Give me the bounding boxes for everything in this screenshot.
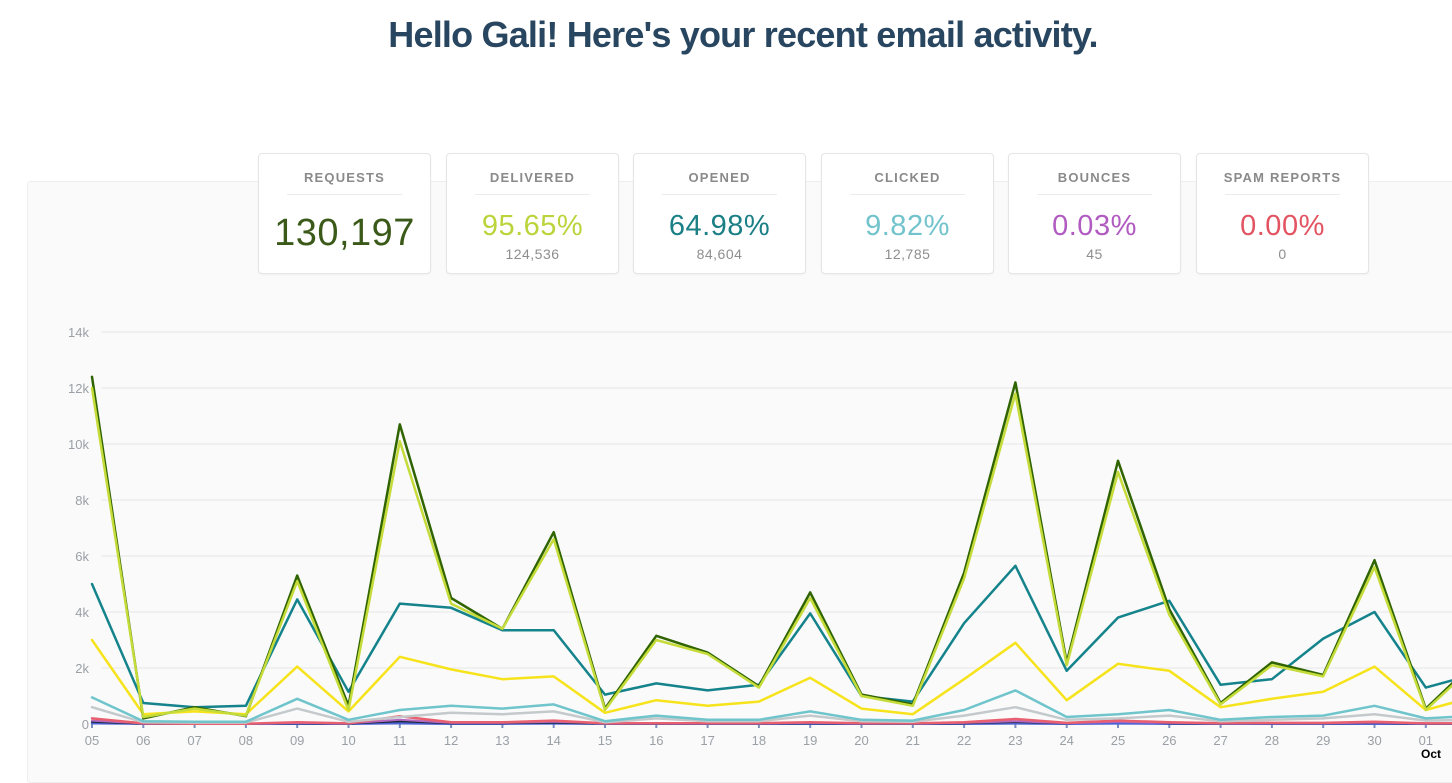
series-line-unique_clicks	[90, 705, 1452, 724]
stat-card-spam-reports[interactable]: SPAM REPORTS 0.00% 0	[1196, 153, 1369, 274]
x-tick-label: 17	[700, 733, 714, 748]
stat-label: SPAM REPORTS	[1223, 170, 1342, 185]
x-tick-label: 11	[393, 733, 407, 748]
series-line-spam	[90, 714, 1452, 725]
stat-value: 64.98%	[668, 210, 771, 242]
y-tick-label: 2k	[75, 661, 89, 676]
x-tick-label: 10	[341, 733, 355, 748]
series-line-delivered	[90, 386, 1452, 719]
stat-label: REQUESTS	[303, 170, 386, 185]
x-tick-label: 13	[495, 733, 509, 748]
stat-card-delivered[interactable]: DELIVERED 95.65% 124,536	[446, 153, 619, 274]
stat-value: 95.65%	[481, 210, 584, 242]
x-tick-label: 25	[1111, 733, 1125, 748]
activity-chart-panel: 0 2k 4k 6k 8k 10k 12k 14k 05 06 07 08 09 10 11 12 13 14 15…	[27, 181, 1452, 783]
x-tick-label: 30	[1367, 733, 1381, 748]
divider	[850, 194, 965, 195]
y-tick-label: 0	[82, 717, 89, 732]
email-activity-chart: 0 2k 4k 6k 8k 10k 12k 14k 05 06 07 08 09 10 11 12 13 14 15…	[68, 325, 1452, 761]
stat-label: DELIVERED	[489, 170, 576, 185]
stat-value: 0.03%	[1052, 210, 1137, 242]
x-tick-label: 24	[1059, 733, 1073, 748]
stat-count: 0	[1278, 246, 1287, 262]
divider	[287, 194, 402, 195]
x-tick-label: 23	[1008, 733, 1022, 748]
y-tick-label: 8k	[75, 493, 89, 508]
x-tick-label: 20	[854, 733, 868, 748]
x-tick-label: 18	[752, 733, 766, 748]
divider	[1225, 194, 1340, 195]
x-tick-label: 16	[649, 733, 663, 748]
stat-count: 45	[1086, 246, 1103, 262]
x-tick-label: 29	[1316, 733, 1330, 748]
series-line-unique_opens	[90, 638, 1452, 716]
stat-card-requests[interactable]: REQUESTS 130,197	[258, 153, 431, 274]
y-tick-label: 4k	[75, 605, 89, 620]
x-tick-label: 08	[239, 733, 253, 748]
x-tick-label: 05	[85, 733, 99, 748]
divider	[1037, 194, 1152, 195]
x-tick-label: 14	[546, 733, 560, 748]
x-tick-label: 12	[444, 733, 458, 748]
page-title: Hello Gali! Here's your recent email act…	[388, 14, 1098, 55]
divider	[662, 194, 777, 195]
x-tick-label: 27	[1213, 733, 1227, 748]
stat-count: 12,785	[884, 246, 931, 262]
stat-card-opened[interactable]: OPENED 64.98% 84,604	[633, 153, 806, 274]
x-tick-label: 01	[1419, 733, 1433, 748]
y-tick-label: 14k	[68, 325, 89, 340]
stat-card-bounces[interactable]: BOUNCES 0.03% 45	[1008, 153, 1181, 274]
x-tick-label: 21	[906, 733, 920, 748]
stat-value: 130,197	[274, 212, 415, 254]
stat-label: BOUNCES	[1057, 170, 1132, 185]
x-tick-label: 09	[290, 733, 304, 748]
x-tick-label: 15	[598, 733, 612, 748]
x-tick-label: 22	[957, 733, 971, 748]
y-tick-label: 6k	[75, 549, 89, 564]
divider	[475, 194, 590, 195]
stat-label: CLICKED	[874, 170, 941, 185]
stat-value: 9.82%	[865, 210, 950, 242]
x-tick-label: 26	[1162, 733, 1176, 748]
stat-card-clicked[interactable]: CLICKED 9.82% 12,785	[821, 153, 994, 274]
series-line-requests	[90, 375, 1452, 720]
x-tick-label: 06	[136, 733, 150, 748]
x-tick-label: 28	[1265, 733, 1279, 748]
x-tick-label: 19	[803, 733, 817, 748]
stat-count: 84,604	[696, 246, 743, 262]
y-tick-label: 12k	[68, 381, 89, 396]
series-line-clicked	[90, 689, 1452, 724]
x-month-label: Oct	[1421, 747, 1441, 761]
stat-label: OPENED	[688, 170, 751, 185]
stat-count: 124,536	[505, 246, 560, 262]
x-tick-label: 07	[187, 733, 201, 748]
stat-value: 0.00%	[1240, 210, 1325, 242]
y-tick-label: 10k	[68, 437, 89, 452]
